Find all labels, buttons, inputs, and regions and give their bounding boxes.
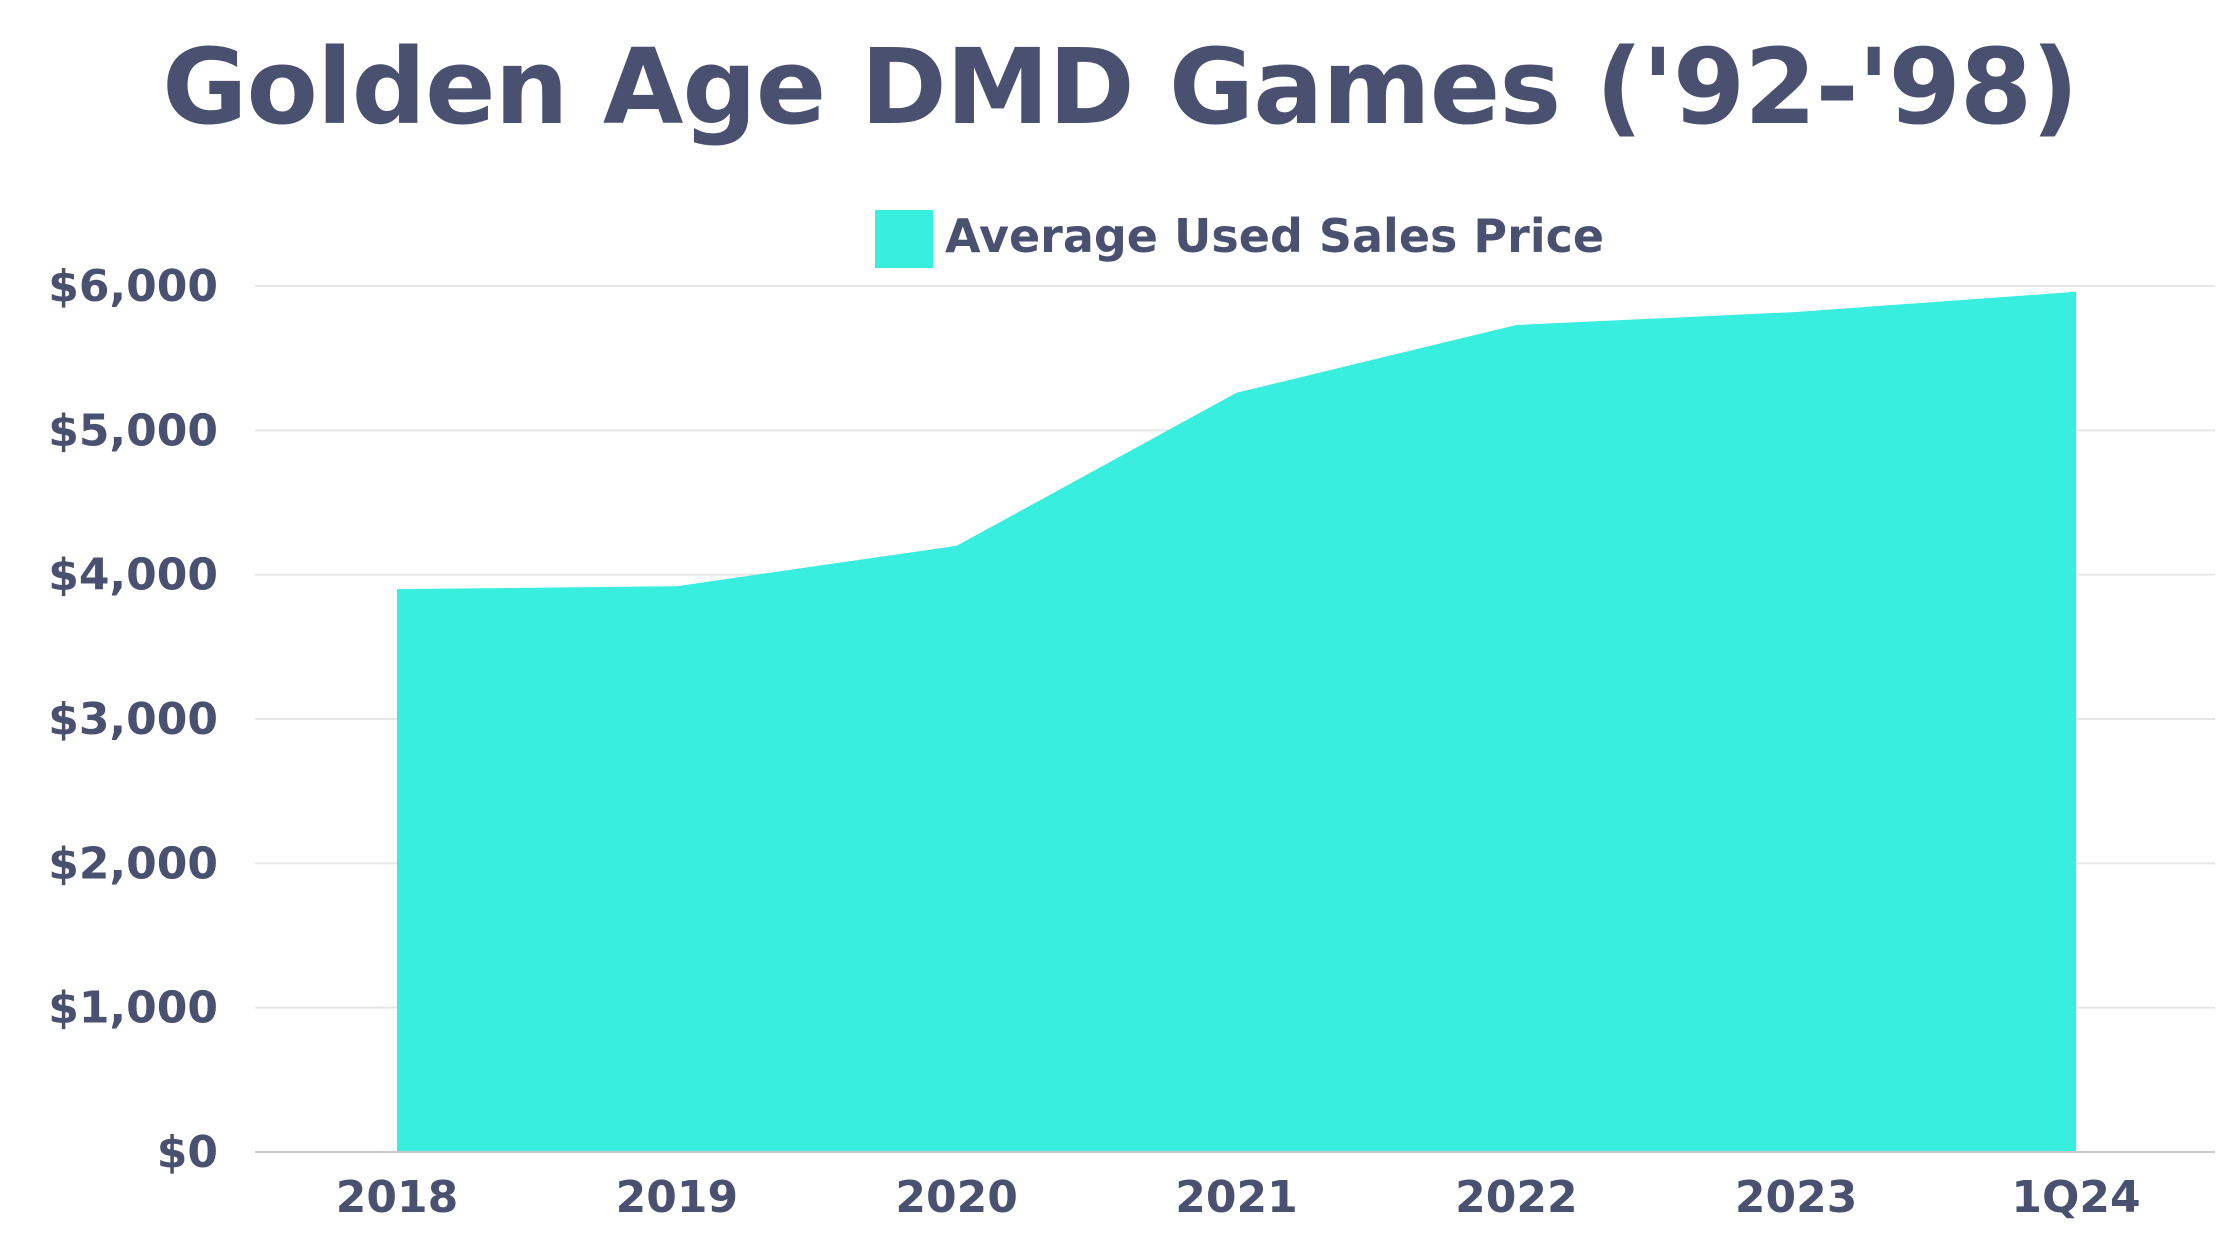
x-tick-label: 2020: [895, 1172, 1017, 1223]
area-series: [397, 291, 2076, 1153]
x-tick-label: 2019: [616, 1172, 738, 1223]
y-tick-label: $3,000: [48, 694, 218, 745]
x-tick-label: 1Q24: [2011, 1172, 2140, 1223]
y-tick-label: $6,000: [48, 261, 218, 312]
legend-label: Average Used Sales Price: [945, 209, 1604, 263]
y-tick-label: $4,000: [48, 550, 218, 601]
x-tick-label: 2021: [1175, 1172, 1297, 1223]
axes: $0 $1,000 $2,000 $3,000 $4,000 $5,000 $6,000 20…: [48, 261, 2215, 1223]
y-tick-label: $5,000: [48, 405, 218, 456]
y-tick-label: $0: [157, 1127, 218, 1178]
y-tick-label: $1,000: [48, 983, 218, 1034]
legend: Average Used Sales Price: [875, 209, 1604, 268]
area-series-average-used-sales-price: [397, 291, 2076, 1153]
y-tick-label: $2,000: [48, 838, 218, 889]
legend-swatch: [875, 210, 933, 268]
x-tick-label: 2022: [1455, 1172, 1577, 1223]
x-tick-label: 2023: [1735, 1172, 1857, 1223]
chart-title: Golden Age DMD Games ('92-'98): [162, 26, 2079, 148]
x-tick-label: 2018: [336, 1172, 458, 1223]
